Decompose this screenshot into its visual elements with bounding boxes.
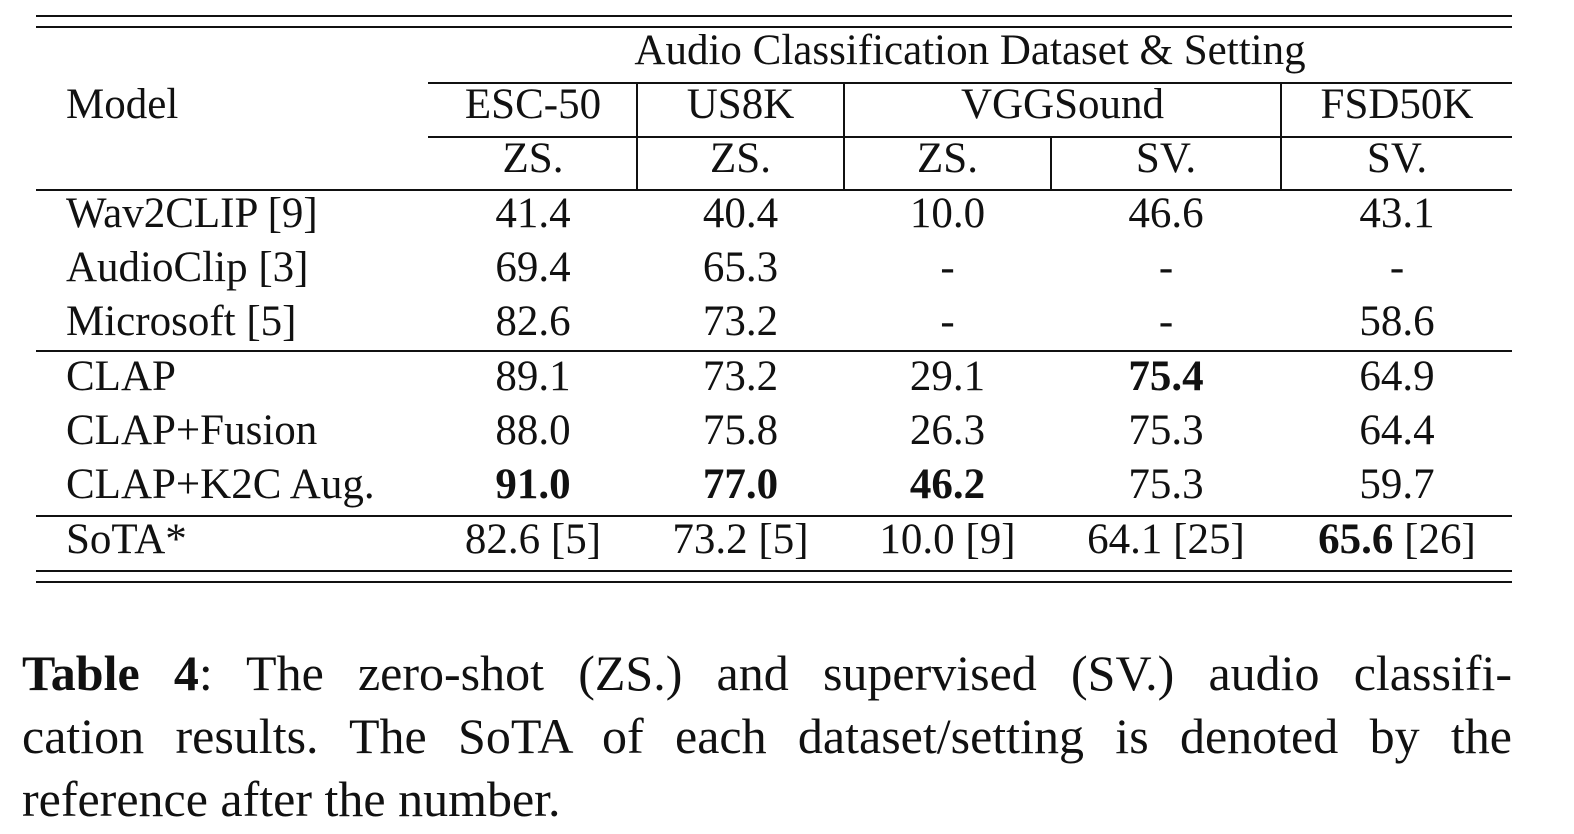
sota-value: 10.0	[879, 516, 955, 563]
clap-group-rule	[36, 515, 1512, 517]
table-cell: 77.0	[702, 461, 779, 508]
sota-cell: 82.6 [5]	[430, 513, 636, 567]
top-double-rule-2	[36, 26, 1512, 28]
bottom-double-rule-2	[36, 581, 1512, 583]
model-name-cell: CLAP+Fusion	[66, 407, 318, 454]
table-cell: 46.2	[909, 461, 986, 508]
table-cell: 91.0	[495, 461, 571, 508]
table-cell: 26.3	[909, 407, 986, 454]
table-cell: 59.7	[1359, 461, 1435, 508]
caption-label: Table 4	[22, 645, 199, 701]
table-cell: 29.1	[909, 353, 986, 400]
sota-cell: 10.0 [9]	[845, 513, 1050, 567]
caption-line-3: reference after the number.	[22, 771, 561, 827]
header-separator-3	[1050, 136, 1052, 189]
table-cell: -	[1389, 244, 1405, 291]
sota-value: 82.6	[464, 516, 541, 563]
table-cell: 75.4	[1128, 353, 1204, 400]
dataset-header-vggsound: VGGSound	[960, 81, 1165, 128]
model-name-cell: Microsoft [5]	[66, 298, 297, 345]
dataset-header-rule	[428, 136, 1512, 138]
baseline-group-rule	[36, 350, 1512, 352]
caption-text-1: : The zero-shot (ZS.) and supervised (SV…	[198, 645, 1513, 701]
sota-value: 64.1	[1087, 516, 1163, 563]
table-cell: 82.6	[495, 298, 571, 345]
table-cell: 41.4	[495, 190, 571, 237]
sota-reference: [5]	[540, 516, 602, 563]
table-cell: -	[940, 298, 955, 345]
group-header-rule	[428, 82, 1512, 84]
table-cell: 75.3	[1128, 407, 1204, 454]
sota-reference: [26]	[1393, 516, 1476, 563]
sota-reference: [25]	[1162, 516, 1245, 563]
model-name-cell: CLAP	[66, 353, 176, 400]
model-name-cell: CLAP+K2C Aug.	[66, 461, 375, 508]
caption-line-1: Table 4: The zero-shot (ZS.) and supervi…	[22, 642, 1512, 705]
sota-cell: 64.1 [25]	[1052, 513, 1280, 567]
setting-header: ZS.	[710, 135, 771, 182]
table-cell: 75.8	[702, 407, 779, 454]
dataset-header-esc50: ESC-50	[464, 81, 602, 128]
sota-model-cell: SoTA*	[66, 516, 187, 563]
bottom-double-rule-1	[36, 570, 1512, 572]
table-cell: 10.0	[909, 190, 986, 237]
header-separator-4	[1280, 82, 1282, 189]
table-cell: 46.6	[1128, 190, 1204, 237]
sota-cell: 73.2 [5]	[638, 513, 843, 567]
table-cell: 69.4	[495, 244, 571, 291]
top-double-rule-1	[36, 15, 1512, 17]
setting-header: SV.	[1135, 135, 1197, 182]
table-cell: 64.4	[1359, 407, 1435, 454]
setting-header: SV.	[1366, 135, 1428, 182]
table-cell: -	[1158, 298, 1174, 345]
table-caption: Table 4: The zero-shot (ZS.) and supervi…	[22, 642, 1512, 831]
table-cell: -	[940, 244, 955, 291]
caption-line-2: cation results. The SoTA of each dataset…	[22, 708, 1512, 764]
model-name-cell: Wav2CLIP [9]	[66, 190, 318, 237]
model-name-cell: AudioClip [3]	[66, 244, 309, 291]
table-cell: 75.3	[1128, 461, 1204, 508]
header-separator-2	[843, 82, 845, 189]
table-cell: -	[1158, 244, 1174, 291]
group-header: Audio Classification Dataset & Setting	[634, 27, 1306, 74]
table-cell: 43.1	[1359, 190, 1435, 237]
table-cell: 73.2	[702, 353, 779, 400]
sota-reference: [9]	[954, 516, 1016, 563]
setting-header: ZS.	[502, 135, 564, 182]
header-bottom-rule	[36, 189, 1512, 191]
table-cell: 89.1	[495, 353, 571, 400]
table-cell: 64.9	[1359, 353, 1435, 400]
sota-cell: 65.6 [26]	[1282, 513, 1512, 567]
sota-value: 65.6	[1318, 516, 1394, 563]
setting-header: ZS.	[917, 135, 978, 182]
table-cell: 40.4	[702, 190, 779, 237]
dataset-header-fsd50k: FSD50K	[1320, 81, 1474, 128]
sota-reference: [5]	[747, 516, 809, 563]
model-column-header: Model	[66, 81, 179, 128]
sota-value: 73.2	[672, 516, 748, 563]
table-cell: 58.6	[1359, 298, 1435, 345]
dataset-header-us8k: US8K	[686, 81, 795, 128]
header-separator-1	[636, 82, 638, 189]
table-cell: 65.3	[702, 244, 779, 291]
table-cell: 73.2	[702, 298, 779, 345]
table-cell: 88.0	[495, 407, 571, 454]
